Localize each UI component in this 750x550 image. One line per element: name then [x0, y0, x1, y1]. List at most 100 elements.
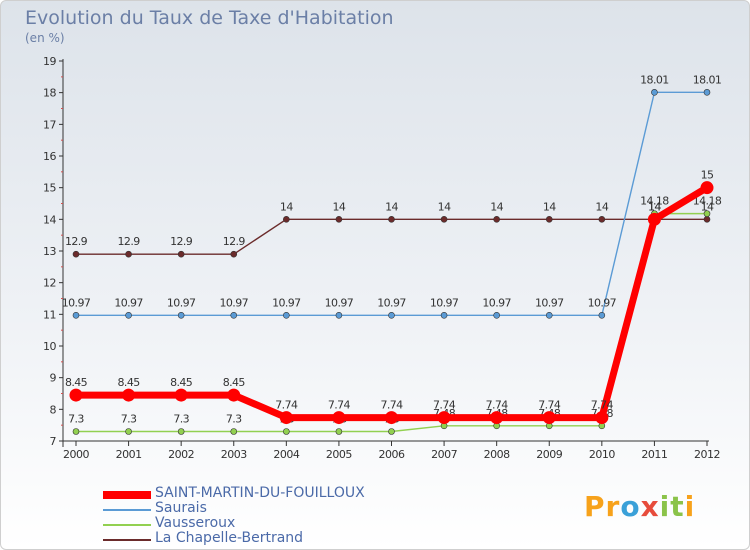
data-label: 18.01 — [640, 73, 669, 86]
data-label: 7.74 — [486, 399, 509, 412]
data-label: 8.45 — [223, 376, 246, 389]
data-point — [125, 250, 132, 258]
data-label: 10.97 — [325, 296, 354, 309]
chart-title: Evolution du Taux de Taxe d'Habitation — [25, 7, 394, 29]
logo-letter: o — [620, 490, 641, 523]
y-tick-label: 15 — [43, 182, 56, 195]
data-label: 7.74 — [538, 399, 561, 412]
data-point — [230, 250, 238, 258]
y-tick-label: 8 — [50, 403, 57, 416]
data-point — [332, 411, 346, 425]
data-point — [651, 89, 658, 96]
data-label: 10.97 — [272, 296, 301, 309]
logo-letter: x — [640, 490, 660, 523]
legend-label-vausseroux: Vausseroux — [155, 515, 236, 531]
x-tick-label: 2008 — [484, 448, 510, 461]
x-tick-label: 2000 — [63, 448, 89, 461]
data-point — [703, 216, 711, 223]
logo-letter: i — [659, 490, 671, 523]
data-label: 10.97 — [377, 296, 406, 309]
data-label: 14 — [385, 200, 398, 213]
data-label: 7.3 — [68, 413, 84, 426]
data-point — [490, 411, 504, 425]
data-label: 8.45 — [170, 376, 193, 389]
data-point — [174, 388, 188, 402]
data-label: 15 — [701, 169, 714, 182]
data-point — [177, 428, 185, 435]
data-label: 8.45 — [118, 376, 141, 389]
y-tick-label: 12 — [43, 277, 56, 290]
data-point — [545, 216, 553, 223]
data-point — [125, 428, 132, 435]
data-point — [493, 216, 500, 223]
data-label: 10.97 — [430, 296, 459, 309]
x-tick-label: 2004 — [273, 448, 299, 461]
legend-swatch-saint-martin — [103, 491, 151, 499]
y-tick-label: 10 — [43, 340, 56, 353]
y-tick-label: 18 — [43, 87, 56, 100]
data-point — [279, 411, 293, 425]
data-label: 18.01 — [693, 73, 722, 86]
legend-item-vausseroux: Vausseroux — [103, 515, 423, 532]
data-point — [227, 388, 241, 402]
data-point — [125, 311, 132, 319]
data-point — [388, 311, 395, 319]
data-point — [177, 311, 185, 319]
data-label: 7.74 — [380, 399, 403, 412]
data-label: 12.9 — [223, 235, 246, 248]
data-label: 12.9 — [65, 235, 88, 248]
data-label: 14.18 — [640, 195, 669, 208]
legend-item-saint-martin: SAINT-MARTIN-DU-FOUILLOUX — [103, 485, 423, 502]
data-label: 10.97 — [114, 296, 143, 309]
x-tick-label: 2009 — [536, 448, 562, 461]
data-point — [72, 311, 80, 319]
data-point — [703, 210, 711, 217]
data-point — [69, 388, 83, 402]
y-tick-label: 11 — [43, 308, 56, 321]
data-label: 14 — [490, 200, 503, 213]
data-point — [440, 311, 448, 319]
data-point — [283, 216, 290, 223]
data-label: 7.3 — [121, 413, 137, 426]
data-point — [440, 216, 448, 223]
data-label: 14 — [648, 200, 661, 213]
data-label: 10.97 — [167, 296, 196, 309]
x-tick-label: 2012 — [694, 448, 720, 461]
legend-swatch-saurais — [103, 509, 151, 511]
legend-item-la-chapelle-bertrand: La Chapelle-Bertrand — [103, 530, 423, 547]
data-point — [335, 428, 343, 435]
data-label: 7.3 — [226, 413, 242, 426]
x-tick-label: 2011 — [641, 448, 667, 461]
logo-letter: i — [684, 490, 696, 523]
data-label: 7.74 — [275, 399, 298, 412]
data-label: 7.74 — [591, 399, 614, 412]
data-point — [283, 428, 290, 435]
data-point — [437, 411, 451, 425]
data-point — [700, 181, 714, 195]
data-label: 14 — [280, 200, 293, 213]
data-label: 12.9 — [170, 235, 193, 248]
data-label: 10.97 — [62, 296, 91, 309]
x-tick-label: 2001 — [116, 448, 142, 461]
data-point — [598, 216, 606, 223]
data-label: 7.74 — [433, 399, 456, 412]
proxiti-logo: Proxiti — [584, 490, 695, 523]
y-tick-label: 7 — [50, 435, 57, 448]
data-label: 10.97 — [535, 296, 564, 309]
data-point — [283, 311, 290, 319]
y-tick-label: 9 — [50, 372, 57, 385]
data-point — [703, 89, 711, 96]
data-point — [493, 311, 500, 319]
data-point — [230, 428, 238, 435]
data-label: 14 — [333, 200, 346, 213]
legend-label-saurais: Saurais — [155, 500, 207, 516]
data-label: 10.97 — [482, 296, 511, 309]
data-point — [598, 311, 606, 319]
y-tick-label: 19 — [43, 55, 56, 68]
data-label: 14.18 — [693, 195, 722, 208]
data-point — [388, 216, 395, 223]
data-label: 10.97 — [220, 296, 249, 309]
y-tick-label: 14 — [43, 213, 56, 226]
logo-letter: P — [584, 490, 606, 523]
data-point — [647, 212, 661, 226]
